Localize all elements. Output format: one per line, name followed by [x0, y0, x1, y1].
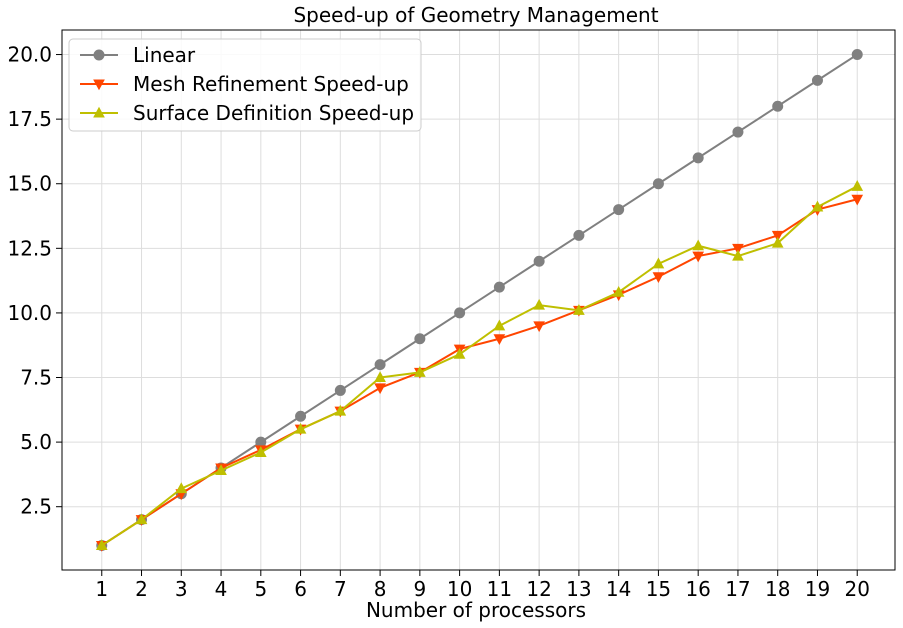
data-point: [692, 251, 705, 263]
y-tick-label: 17.5: [7, 107, 52, 131]
x-tick-label: 3: [175, 577, 188, 601]
x-tick-label: 4: [215, 577, 228, 601]
data-point: [254, 446, 267, 457]
x-tick-label: 1: [95, 577, 108, 601]
chart-title: Speed-up of Geometry Management: [293, 3, 658, 27]
x-tick-label: 5: [254, 577, 267, 601]
data-point: [533, 298, 545, 310]
x-tick-label: 12: [526, 577, 551, 601]
legend-label: Surface Definition Speed-up: [133, 101, 414, 125]
x-tick-label: 13: [566, 577, 591, 601]
legend: Linear Mesh Refinement Speed-up Surface De…: [68, 38, 422, 132]
data-point: [851, 49, 863, 61]
legend-label: Linear: [133, 43, 196, 67]
data-point: [652, 257, 665, 269]
data-point: [771, 230, 784, 242]
axis-ticks: 1 2 3 4 5 6 7 8 9 10 11 12 13 14 15 16 17 18 19 202.55.07.5…: [7, 43, 869, 601]
data-point: [851, 180, 864, 191]
data-point: [652, 178, 664, 190]
x-tick-label: 7: [334, 577, 347, 601]
data-point: [732, 249, 744, 261]
legend-entries: Linear Mesh Refinement Speed-up Surface De…: [80, 43, 414, 125]
series-layer: [95, 49, 864, 552]
data-point: [295, 410, 307, 422]
series-2: [95, 180, 864, 550]
x-tick-label: 9: [413, 577, 426, 601]
data-point: [135, 513, 148, 525]
data-point: [652, 272, 665, 284]
y-tick-label: 10.0: [7, 301, 52, 325]
x-tick-label: 17: [725, 577, 750, 601]
data-point: [732, 126, 744, 138]
y-tick-label: 7.5: [20, 366, 52, 390]
legend-box: [68, 38, 422, 132]
data-point: [533, 321, 545, 333]
data-point: [692, 239, 705, 251]
y-tick-label: 2.5: [20, 495, 52, 519]
data-point: [533, 255, 545, 267]
legend-marker: [93, 79, 105, 91]
x-tick-label: 19: [805, 577, 830, 601]
data-point: [612, 285, 625, 297]
x-tick-label: 16: [685, 577, 710, 601]
x-tick-label: 14: [606, 577, 631, 601]
data-point: [493, 334, 506, 346]
data-point: [613, 204, 625, 216]
data-point: [732, 243, 744, 255]
data-point: [414, 333, 426, 345]
x-tick-label: 20: [845, 577, 870, 601]
x-tick-label: 18: [765, 577, 790, 601]
legend-label: Mesh Refinement Speed-up: [133, 72, 409, 96]
x-tick-label: 8: [374, 577, 387, 601]
y-tick-label: 15.0: [7, 172, 52, 196]
y-tick-label: 12.5: [7, 236, 52, 260]
legend-entry: Surface Definition Speed-up: [80, 101, 414, 125]
data-point: [771, 236, 784, 248]
data-point: [573, 229, 585, 241]
data-point: [811, 200, 824, 212]
x-tick-label: 15: [646, 577, 671, 601]
data-point: [493, 319, 506, 331]
data-point: [374, 383, 386, 395]
x-tick-label: 10: [447, 577, 472, 601]
y-tick-label: 20.0: [7, 43, 52, 67]
series-line: [101, 198, 858, 547]
data-point: [215, 464, 227, 476]
plot-area-frame: [61, 29, 896, 571]
legend-marker: [93, 49, 105, 61]
x-tick-label: 2: [135, 577, 148, 601]
series-line: [101, 185, 858, 547]
data-point: [334, 384, 346, 396]
data-point: [454, 307, 466, 319]
data-point: [414, 366, 426, 377]
data-point: [374, 359, 386, 371]
x-tick-label: 6: [294, 577, 307, 601]
data-point: [175, 482, 188, 494]
data-point: [811, 74, 823, 86]
legend-entry: Mesh Refinement Speed-up: [80, 72, 409, 96]
data-point: [772, 100, 784, 112]
data-point: [573, 304, 585, 315]
data-point: [493, 281, 505, 293]
legend-entry: Linear: [80, 43, 196, 67]
x-axis-label: Number of processors: [366, 598, 586, 622]
data-point: [294, 422, 307, 434]
data-point: [453, 347, 466, 359]
series-line: [101, 53, 858, 547]
data-point: [334, 404, 347, 416]
data-point: [95, 539, 108, 550]
y-tick-label: 5.0: [20, 430, 52, 454]
data-point: [692, 152, 704, 164]
data-point: [851, 194, 864, 206]
x-tick-label: 11: [487, 577, 512, 601]
data-point: [374, 371, 386, 383]
legend-marker: [93, 106, 105, 118]
